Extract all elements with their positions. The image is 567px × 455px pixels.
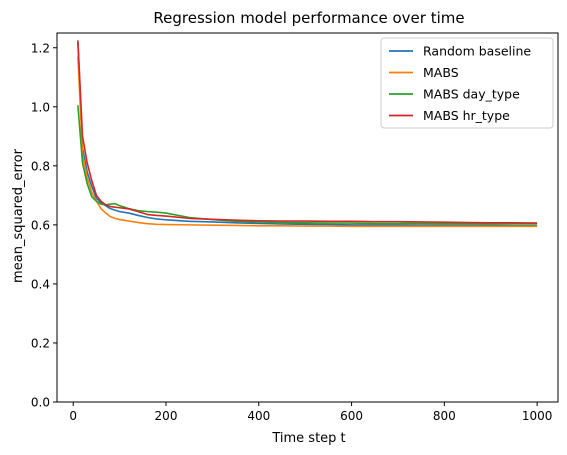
x-axis: 0 200 400 600 800 1000 bbox=[69, 402, 552, 423]
y-tick-label: 1.0 bbox=[31, 100, 50, 114]
y-tick-label: 1.2 bbox=[31, 41, 50, 55]
legend-label: MABS hr_type bbox=[423, 108, 510, 123]
legend: Random baseline MABS MABS day_type MABS hr_… bbox=[380, 37, 554, 129]
legend-label: Random baseline bbox=[423, 44, 531, 59]
series-line-4 bbox=[77, 40, 538, 224]
x-tick-label: 400 bbox=[247, 409, 270, 423]
x-tick-label: 600 bbox=[340, 409, 363, 423]
x-tick-label: 0 bbox=[69, 409, 77, 423]
y-tick-label: 0.6 bbox=[31, 218, 50, 232]
chart-title: Regression model performance over time bbox=[153, 9, 464, 27]
y-tick-label: 0.4 bbox=[31, 277, 50, 291]
y-tick-label: 0.2 bbox=[31, 336, 50, 350]
y-tick-label: 0.0 bbox=[31, 396, 50, 410]
y-axis: 0.0 0.2 0.4 0.6 0.8 1.0 1.2 bbox=[31, 41, 57, 410]
x-tick-label: 800 bbox=[433, 409, 456, 423]
x-tick-label: 200 bbox=[155, 409, 178, 423]
legend-label: MABS day_type bbox=[423, 87, 520, 102]
plot-frame bbox=[56, 32, 559, 403]
series-line-3 bbox=[77, 105, 538, 225]
y-axis-label: mean_squared_error bbox=[11, 148, 26, 283]
y-tick-label: 0.8 bbox=[31, 159, 50, 173]
legend-box bbox=[380, 37, 554, 129]
legend-label: MABS bbox=[423, 65, 459, 80]
x-axis-label: Time step t bbox=[271, 431, 345, 446]
series-line-2 bbox=[77, 56, 538, 228]
plot-area bbox=[77, 40, 538, 228]
series-line-1 bbox=[77, 41, 538, 227]
x-tick-label: 1000 bbox=[522, 409, 553, 423]
